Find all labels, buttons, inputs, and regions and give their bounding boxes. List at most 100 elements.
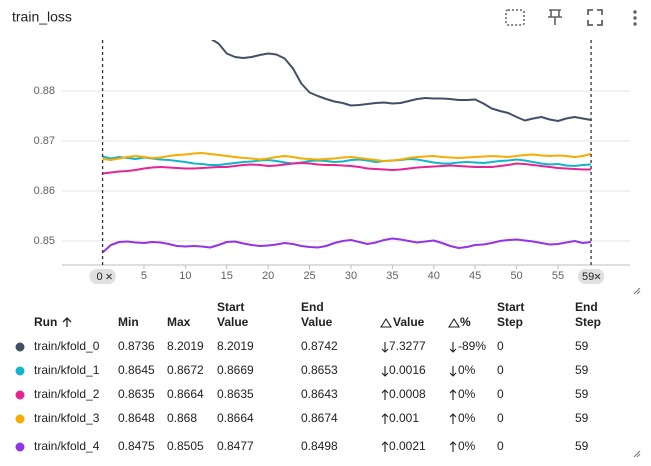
delta-icon [448,317,460,328]
run-color [14,413,26,425]
cell-start-value: 0.8477 [217,439,254,453]
cell-delta-value: 0.0021 [389,439,426,453]
run-color [14,441,26,453]
cell-end-step: 59 [575,439,589,453]
step-marker-chip[interactable]: 0 [89,269,116,284]
cell-max: 0.8664 [167,387,204,401]
cell-max: 0.8505 [167,439,204,453]
cell-delta-pct: 0% [458,411,476,425]
cell-end-step: 59 [575,339,589,353]
column-header: Value [393,315,425,329]
column-header: Value [217,315,249,329]
column-header: Value [301,315,333,329]
cell-delta-value: 0.0016 [389,363,426,377]
direction-arrow [381,389,389,400]
column-header: End [575,300,598,314]
cell-end-value: 0.8498 [301,439,338,453]
step-marker-label: 59 [582,271,594,283]
chip-bg [578,269,605,284]
x-tick-label: 25 [303,270,315,282]
direction-arrow [381,441,389,452]
x-tick-label: 55 [552,270,564,282]
cell-delta-pct: -89% [458,339,486,353]
direction-arrow [381,366,389,377]
run-name: train/kfold_2 [34,387,100,401]
cell-max: 0.8672 [167,363,204,377]
run-name: train/kfold_0 [34,339,100,353]
chip-bg [89,269,116,284]
cell-min: 0.8635 [118,387,155,401]
cell-end-step: 59 [575,411,589,425]
cell-start-step: 0 [497,439,504,453]
direction-arrow [449,342,457,353]
y-tick-label: 0.85 [34,235,55,247]
cell-start-step: 0 [497,339,504,353]
column-header: Run [34,315,57,329]
y-tick-label: 0.88 [34,85,55,97]
card-title: train_loss [12,9,72,25]
cell-start-step: 0 [497,411,504,425]
cell-start-step: 0 [497,387,504,401]
x-tick-label: 15 [221,270,233,282]
run-color [14,365,26,377]
cell-min: 0.8736 [118,339,155,353]
cell-delta-pct: 0% [458,363,476,377]
cell-end-step: 59 [575,363,589,377]
cell-start-value: 8.2019 [217,339,254,353]
cell-delta-pct: 0% [458,439,476,453]
cell-delta-value: 7.3277 [389,339,426,353]
cell-max: 8.2019 [167,339,204,353]
series-line [102,155,592,167]
step-marker-label: 0 [97,271,103,283]
y-tick-label: 0.87 [34,135,55,147]
column-header: % [460,315,471,329]
column-header: Step [575,315,601,329]
x-tick-label: 40 [428,270,440,282]
cell-min: 0.8645 [118,363,155,377]
close-icon [106,273,112,280]
more-button[interactable] [633,10,637,26]
cell-end-value: 0.8653 [301,363,338,377]
resize-handle[interactable] [633,450,641,458]
series-line [102,152,592,162]
x-tick-label: 35 [386,270,398,282]
column-header: End [301,300,324,314]
direction-arrow [449,413,457,424]
run-color [14,389,26,401]
series-line [102,162,592,175]
direction-arrow [449,366,457,377]
fit-domain-button[interactable] [505,9,525,26]
delta-icon [380,317,392,328]
fullscreen-button[interactable] [587,9,603,26]
column-header: Max [167,315,191,329]
x-tick-label: 45 [469,270,481,282]
direction-arrow [381,413,389,424]
cell-min: 0.8648 [118,411,155,425]
resize-handle[interactable] [633,287,641,295]
direction-arrow [381,342,389,353]
run-name: train/kfold_3 [34,411,100,425]
x-tick-label: 10 [179,270,191,282]
column-header: Start [217,300,244,314]
axes: 0.85 0.86 0.87 0.88 5 10 15 20 25 30 35 40 45 50 55 0 59 [34,40,605,284]
pin-button[interactable] [548,9,562,25]
x-tick-label: 50 [510,270,522,282]
column-header: Start [497,300,524,314]
run-name: train/kfold_1 [34,363,100,377]
cell-delta-value: 0.0008 [389,387,426,401]
x-tick-label: 5 [141,270,147,282]
dot [633,16,637,20]
x-tick-label: 20 [262,270,274,282]
direction-arrow [449,441,457,452]
cell-max: 0.868 [167,411,197,425]
step-marker-chip[interactable]: 59 [578,269,605,284]
column-header: Min [118,315,139,329]
pin-icon [548,9,562,25]
dot [633,10,637,14]
cell-start-value: 0.8669 [217,363,254,377]
y-tick-label: 0.86 [34,185,55,197]
x-tick-label: 30 [345,270,357,282]
cell-start-value: 0.8664 [217,411,254,425]
